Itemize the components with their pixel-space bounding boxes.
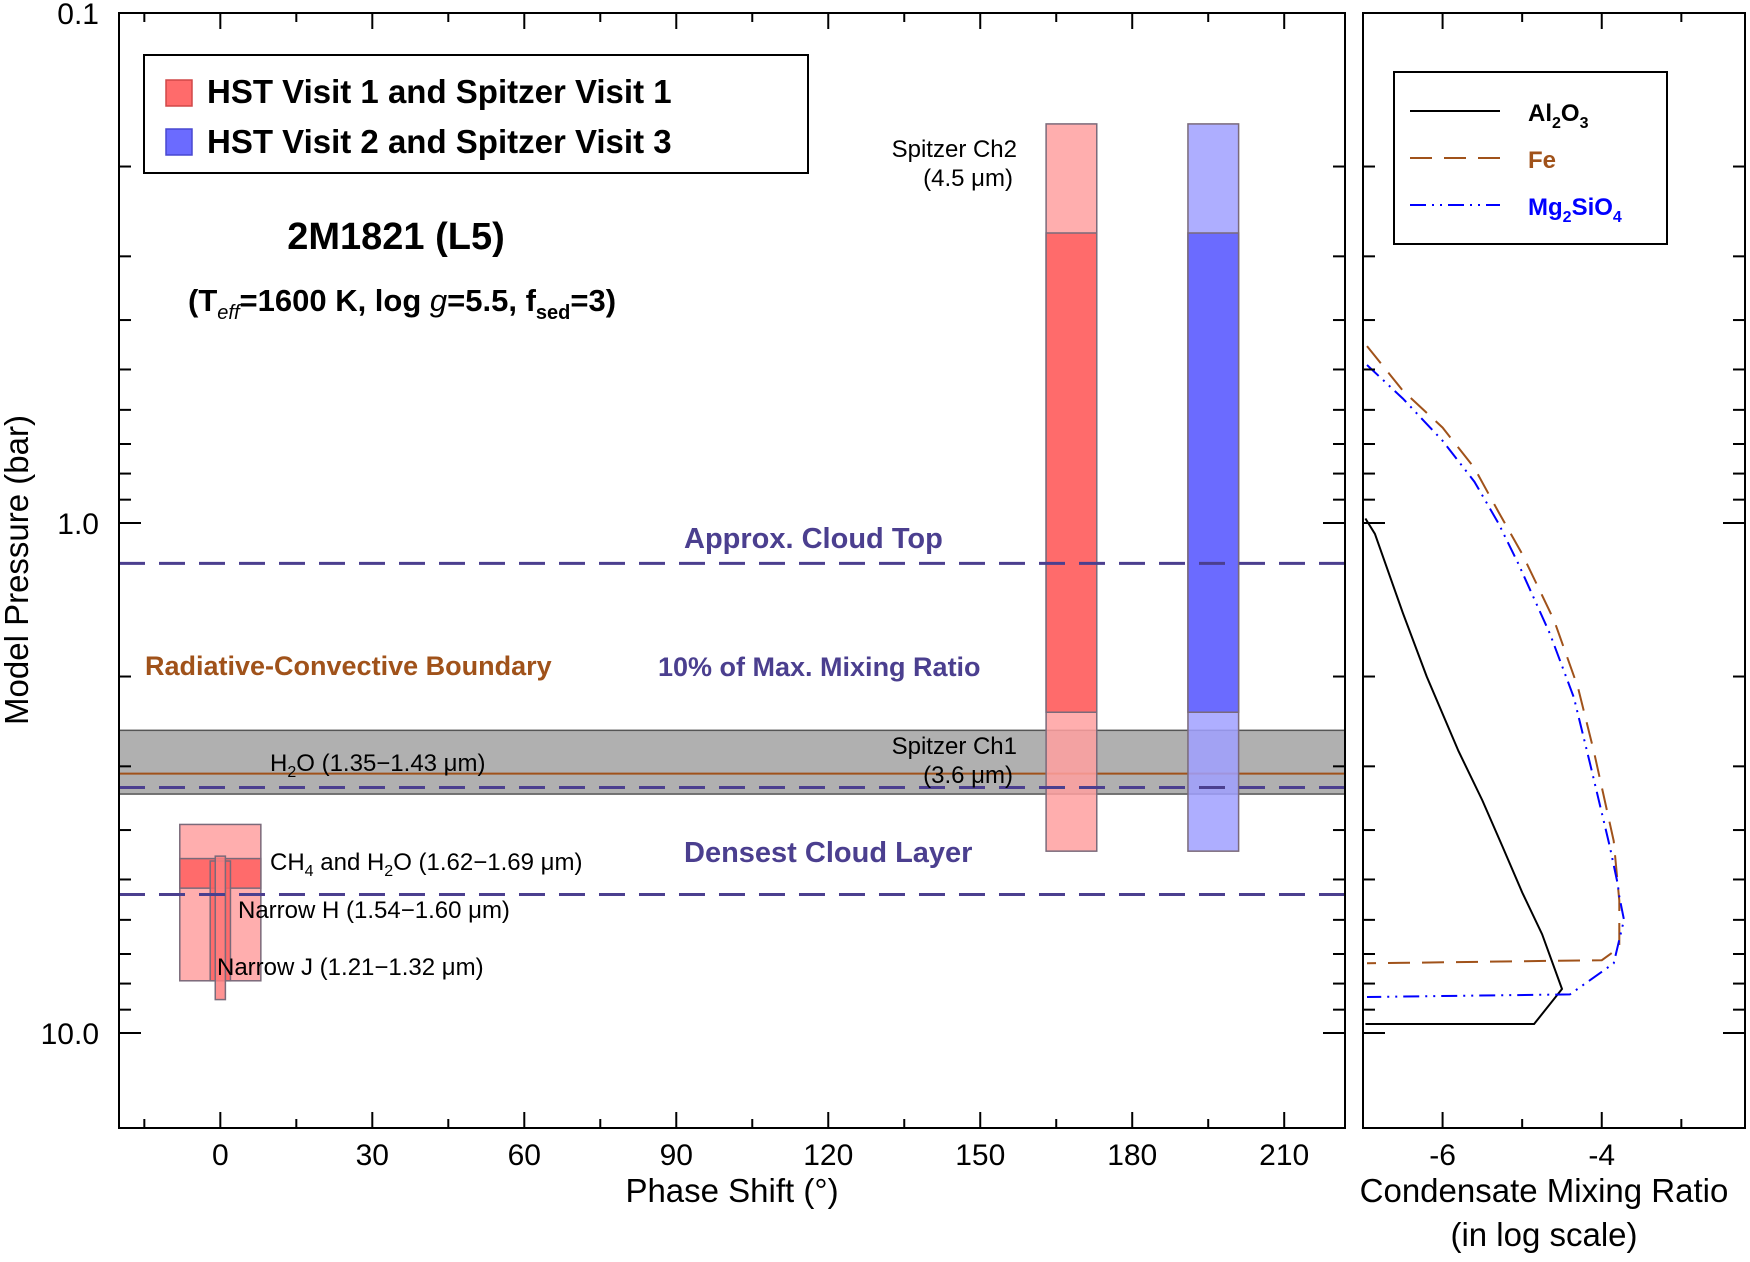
mixing-x-axis-title-line2: (in log scale) (1450, 1216, 1637, 1253)
ch4-post: O (1.62−1.69 μm) (393, 849, 582, 876)
mixing-plot-ticks: -6 -4 (1362, 12, 1745, 1172)
mixing-legend-label-al2o3: Al2O3 (1528, 100, 1589, 132)
legend: HST Visit 1 and Spitzer Visit 1 HST Visi… (143, 54, 809, 174)
mg2sio4-mid: SiO (1572, 194, 1613, 221)
x-tick-label: 120 (803, 1139, 853, 1172)
mixing-x-axis-title-line1: Condensate Mixing Ratio (1360, 1172, 1729, 1209)
mixing-plot-frame (1362, 12, 1746, 1129)
x-tick-label: 30 (356, 1139, 389, 1172)
mg2sio4-sub2: 4 (1613, 209, 1622, 226)
mixing-legend: Al2O3 Fe Mg2SiO4 (1393, 71, 1668, 245)
spitzer-v3-inner-bar (1187, 232, 1240, 713)
subtitle-teff: T (198, 283, 217, 318)
legend-swatch-visit2 (165, 128, 193, 156)
h2o-sub: 2 (287, 764, 296, 781)
mixing-plot-layers (1364, 345, 1626, 1025)
x-tick-label: 210 (1259, 1139, 1309, 1172)
legend-label-visit2: HST Visit 2 and Spitzer Visit 3 (207, 123, 672, 160)
rc-band (118, 729, 1346, 795)
al2o3-mid: O (1561, 100, 1580, 127)
ch4-mid: and H (314, 849, 385, 876)
main-plot-frame (118, 12, 1346, 1129)
legend-label-visit1: HST Visit 1 and Spitzer Visit 1 (207, 73, 672, 110)
spitzer-ch1-label-line2: (3.6 μm) (923, 762, 1013, 789)
mixing-legend-label-fe: Fe (1528, 147, 1556, 174)
mix-x-tick-label: -4 (1588, 1139, 1615, 1172)
main-plot-layers (118, 123, 1346, 1001)
h2o-post: O (1.35−1.43 μm) (296, 750, 485, 777)
mg2sio4-sub1: 2 (1563, 209, 1572, 226)
h2o-label: H2O (1.35−1.43 μm) (270, 750, 486, 781)
y-tick-label: 0.1 (57, 0, 99, 31)
ch4-sub: 4 (305, 863, 314, 880)
x-tick-label: 0 (212, 1139, 229, 1172)
mg2sio4-curve (1366, 364, 1626, 998)
h2o-pre: H (270, 750, 287, 777)
al2o3-pre: Al (1528, 100, 1552, 127)
al2o3-sub2: 3 (1580, 115, 1589, 132)
spitzer-ch2-label-line2: (4.5 μm) (923, 165, 1013, 192)
densest-cloud-label: Densest Cloud Layer (684, 837, 972, 869)
chart-subtitle: (Teff=1600 K, log g=5.5, fsed=3) (188, 283, 616, 324)
legend-box (143, 54, 809, 174)
x-axis-title: Phase Shift (°) (625, 1172, 838, 1209)
spitzer-v1-inner-bar (1045, 232, 1098, 713)
narrow-j-label: Narrow J (1.21−1.32 μm) (217, 954, 484, 981)
narrow-h-label: Narrow H (1.54−1.60 μm) (238, 897, 510, 924)
chart-title: 2M1821 (L5) (287, 216, 505, 258)
narrow-j-band-bar (214, 855, 227, 1001)
x-tick-label: 150 (955, 1139, 1005, 1172)
main-plot-ticks: 0 30 60 90 120 150 180 210 0.1 1.0 10.0 (41, 0, 1345, 1172)
ch4-sub2: 2 (384, 863, 393, 880)
subtitle-fsed-val: =3) (570, 283, 616, 318)
mix-x-tick-label: -6 (1429, 1139, 1456, 1172)
mg2sio4-pre: Mg (1528, 194, 1563, 221)
mixing-legend-label-mg2sio4: Mg2SiO4 (1528, 194, 1622, 226)
rc-boundary-label: Radiative-Convective Boundary (145, 651, 552, 681)
ch4-h2o-label: CH4 and H2O (1.62−1.69 μm) (270, 849, 582, 880)
legend-swatch-visit1 (165, 79, 193, 107)
y-tick-label: 1.0 (57, 508, 99, 541)
mixing-ratio-label: 10% of Max. Mixing Ratio (658, 652, 981, 682)
x-tick-label: 180 (1107, 1139, 1157, 1172)
y-tick-label: 10.0 (41, 1018, 99, 1051)
x-tick-label: 60 (508, 1139, 541, 1172)
subtitle-teff-sub: eff (217, 302, 242, 324)
x-tick-label: 90 (660, 1139, 693, 1172)
cloud-top-label: Approx. Cloud Top (684, 523, 943, 555)
fe-curve (1366, 345, 1621, 965)
ch4-pre: CH (270, 849, 305, 876)
subtitle-teff-val: =1600 K, log (240, 283, 430, 318)
al2o3-curve (1364, 517, 1564, 1025)
subtitle-g: g (430, 283, 447, 318)
subtitle-open: ( (188, 283, 199, 318)
mixing-legend-box (1393, 71, 1668, 245)
spitzer-ch1-label-line1: Spitzer Ch1 (892, 733, 1017, 760)
al2o3-sub1: 2 (1552, 115, 1561, 132)
subtitle-fsed-sub: sed (536, 302, 570, 324)
spitzer-ch2-label-line1: Spitzer Ch2 (892, 136, 1017, 163)
y-axis-title: Model Pressure (bar) (0, 415, 35, 725)
subtitle-g-val: =5.5, f (447, 283, 536, 318)
